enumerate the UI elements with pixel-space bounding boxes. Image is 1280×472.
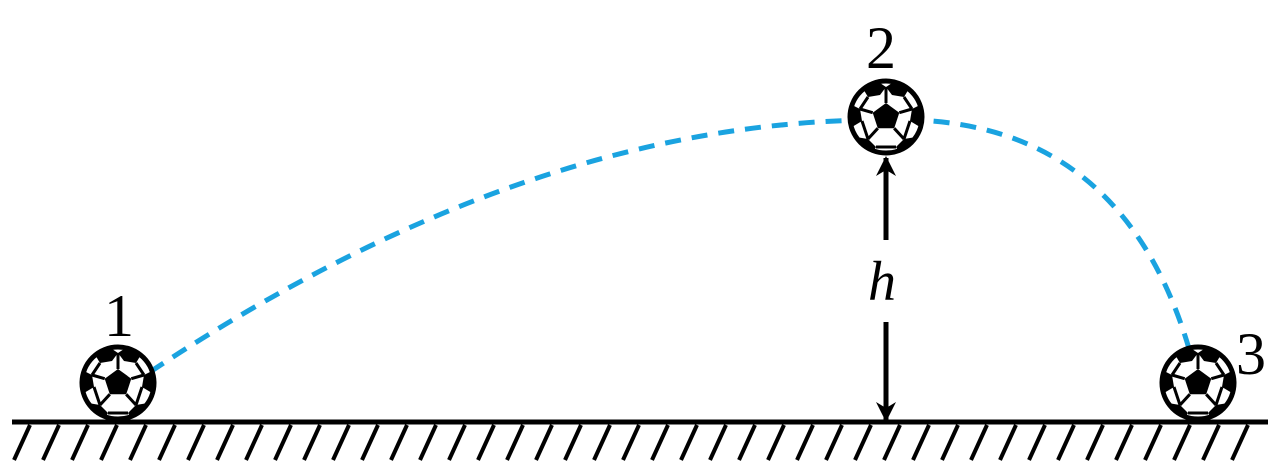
hatch-mark <box>1027 424 1047 461</box>
hatch-mark <box>1114 424 1134 461</box>
hatch-mark <box>99 424 119 461</box>
hatch-mark <box>1085 424 1105 461</box>
hatch-mark <box>563 424 583 461</box>
hatch-mark <box>244 424 264 461</box>
hatch-mark <box>186 424 206 461</box>
ground-hatching <box>12 424 1250 461</box>
hatch-mark <box>1143 424 1163 461</box>
hatch-mark <box>650 424 670 461</box>
hatch-mark <box>476 424 496 461</box>
position-label-1: 1 <box>104 283 134 349</box>
trajectory-path <box>148 117 1193 375</box>
hatch-mark <box>621 424 641 461</box>
hatch-mark <box>1230 424 1250 461</box>
position-label-3: 3 <box>1236 321 1266 387</box>
hatch-mark <box>1172 424 1192 461</box>
soccer-ball-icon <box>74 345 162 423</box>
hatch-mark <box>1201 424 1221 461</box>
hatch-mark <box>418 424 438 461</box>
hatch-mark <box>708 424 728 461</box>
hatch-mark <box>1056 424 1076 461</box>
hatch-mark <box>824 424 844 461</box>
hatch-mark <box>911 424 931 461</box>
hatch-mark <box>331 424 351 461</box>
hatch-mark <box>766 424 786 461</box>
hatch-mark <box>128 424 148 461</box>
hatch-mark <box>215 424 235 461</box>
hatch-mark <box>447 424 467 461</box>
hatch-mark <box>302 424 322 461</box>
hatch-mark <box>273 424 293 461</box>
hatch-mark <box>795 424 815 461</box>
hatch-mark <box>679 424 699 461</box>
soccer-ball-icon <box>842 79 930 157</box>
position-label-2: 2 <box>866 15 896 81</box>
hatch-mark <box>737 424 757 461</box>
height-label: h <box>868 251 896 313</box>
hatch-mark <box>969 424 989 461</box>
hatch-mark <box>389 424 409 461</box>
hatch-mark <box>12 424 32 461</box>
soccer-ball-icon <box>1154 345 1242 423</box>
hatch-mark <box>534 424 554 461</box>
hatch-mark <box>998 424 1018 461</box>
hatch-mark <box>70 424 90 461</box>
hatch-mark <box>592 424 612 461</box>
hatch-mark <box>505 424 525 461</box>
hatch-mark <box>853 424 873 461</box>
hatch-mark <box>157 424 177 461</box>
hatch-mark <box>360 424 380 461</box>
hatch-mark <box>41 424 61 461</box>
hatch-mark <box>882 424 902 461</box>
hatch-mark <box>940 424 960 461</box>
